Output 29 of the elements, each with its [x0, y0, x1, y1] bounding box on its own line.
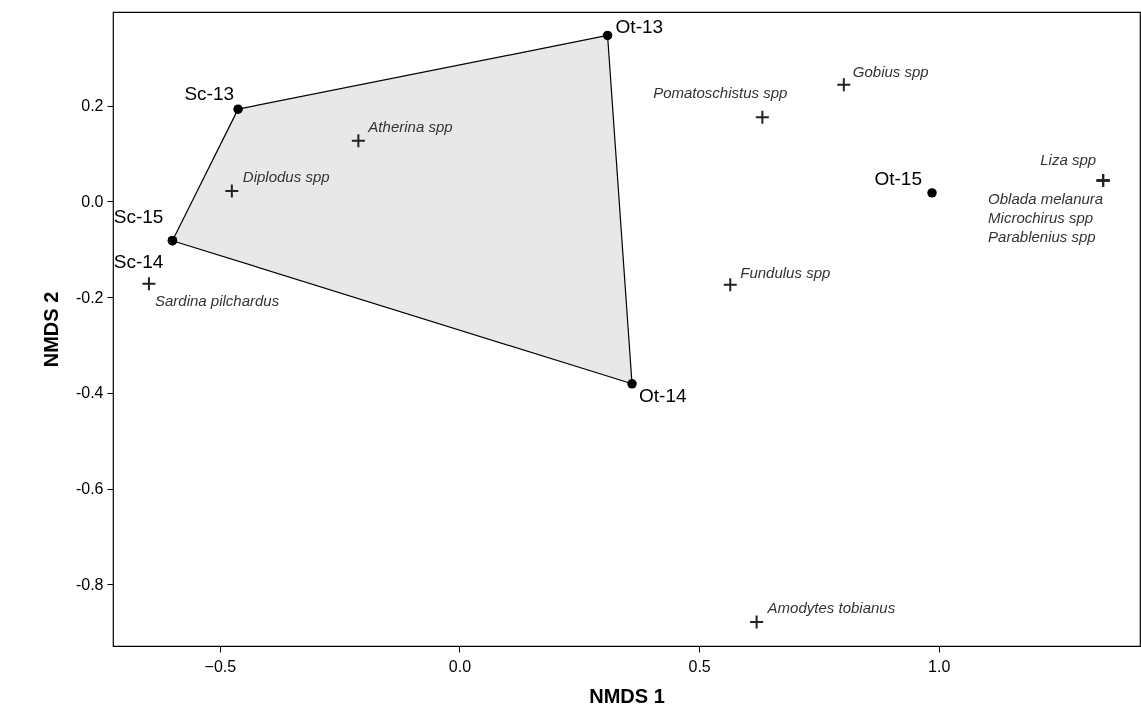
data-label: Sc-13: [184, 83, 235, 105]
data-label: Sardina pilchardus: [154, 291, 280, 309]
y-tick-label: -0.2: [75, 288, 104, 306]
x-tick-label: 0.5: [688, 657, 711, 675]
data-label: Ot-15: [874, 167, 923, 189]
data-label: Ot-14: [639, 384, 687, 406]
x-tick-label: 0.0: [448, 657, 472, 675]
y-tick-label: -0.4: [75, 384, 104, 402]
x-tick-label: −0.5: [204, 657, 237, 675]
y-tick-label: -0.6: [75, 480, 104, 498]
data-label: Fundulus spp: [740, 263, 831, 281]
x-tick-label: 1.0: [928, 657, 951, 675]
data-label: Diplodus spp: [242, 167, 330, 185]
y-tick-label: 0.2: [81, 97, 104, 115]
data-label: Ot-13: [615, 16, 664, 38]
x-axis-title: NMDS 1: [589, 684, 665, 707]
data-label: Microchirus spp: [988, 209, 1094, 227]
data-label: Amodytes tobianus: [766, 599, 896, 617]
data-label: Pomatoschistus spp: [653, 84, 788, 102]
data-label: Gobius spp: [852, 62, 929, 80]
data-label: Sc-15: [113, 205, 164, 227]
y-tick-label: 0.0: [81, 192, 104, 210]
data-label: Parablenius spp: [988, 228, 1096, 246]
data-label: Sc-14: [113, 250, 164, 272]
y-axis-title: NMDS 2: [39, 291, 62, 368]
data-label: Oblada melanura: [988, 190, 1104, 208]
data-label: Liza spp: [1040, 151, 1097, 169]
y-tick-label: -0.8: [75, 575, 104, 593]
data-label: Atherina spp: [367, 117, 453, 135]
